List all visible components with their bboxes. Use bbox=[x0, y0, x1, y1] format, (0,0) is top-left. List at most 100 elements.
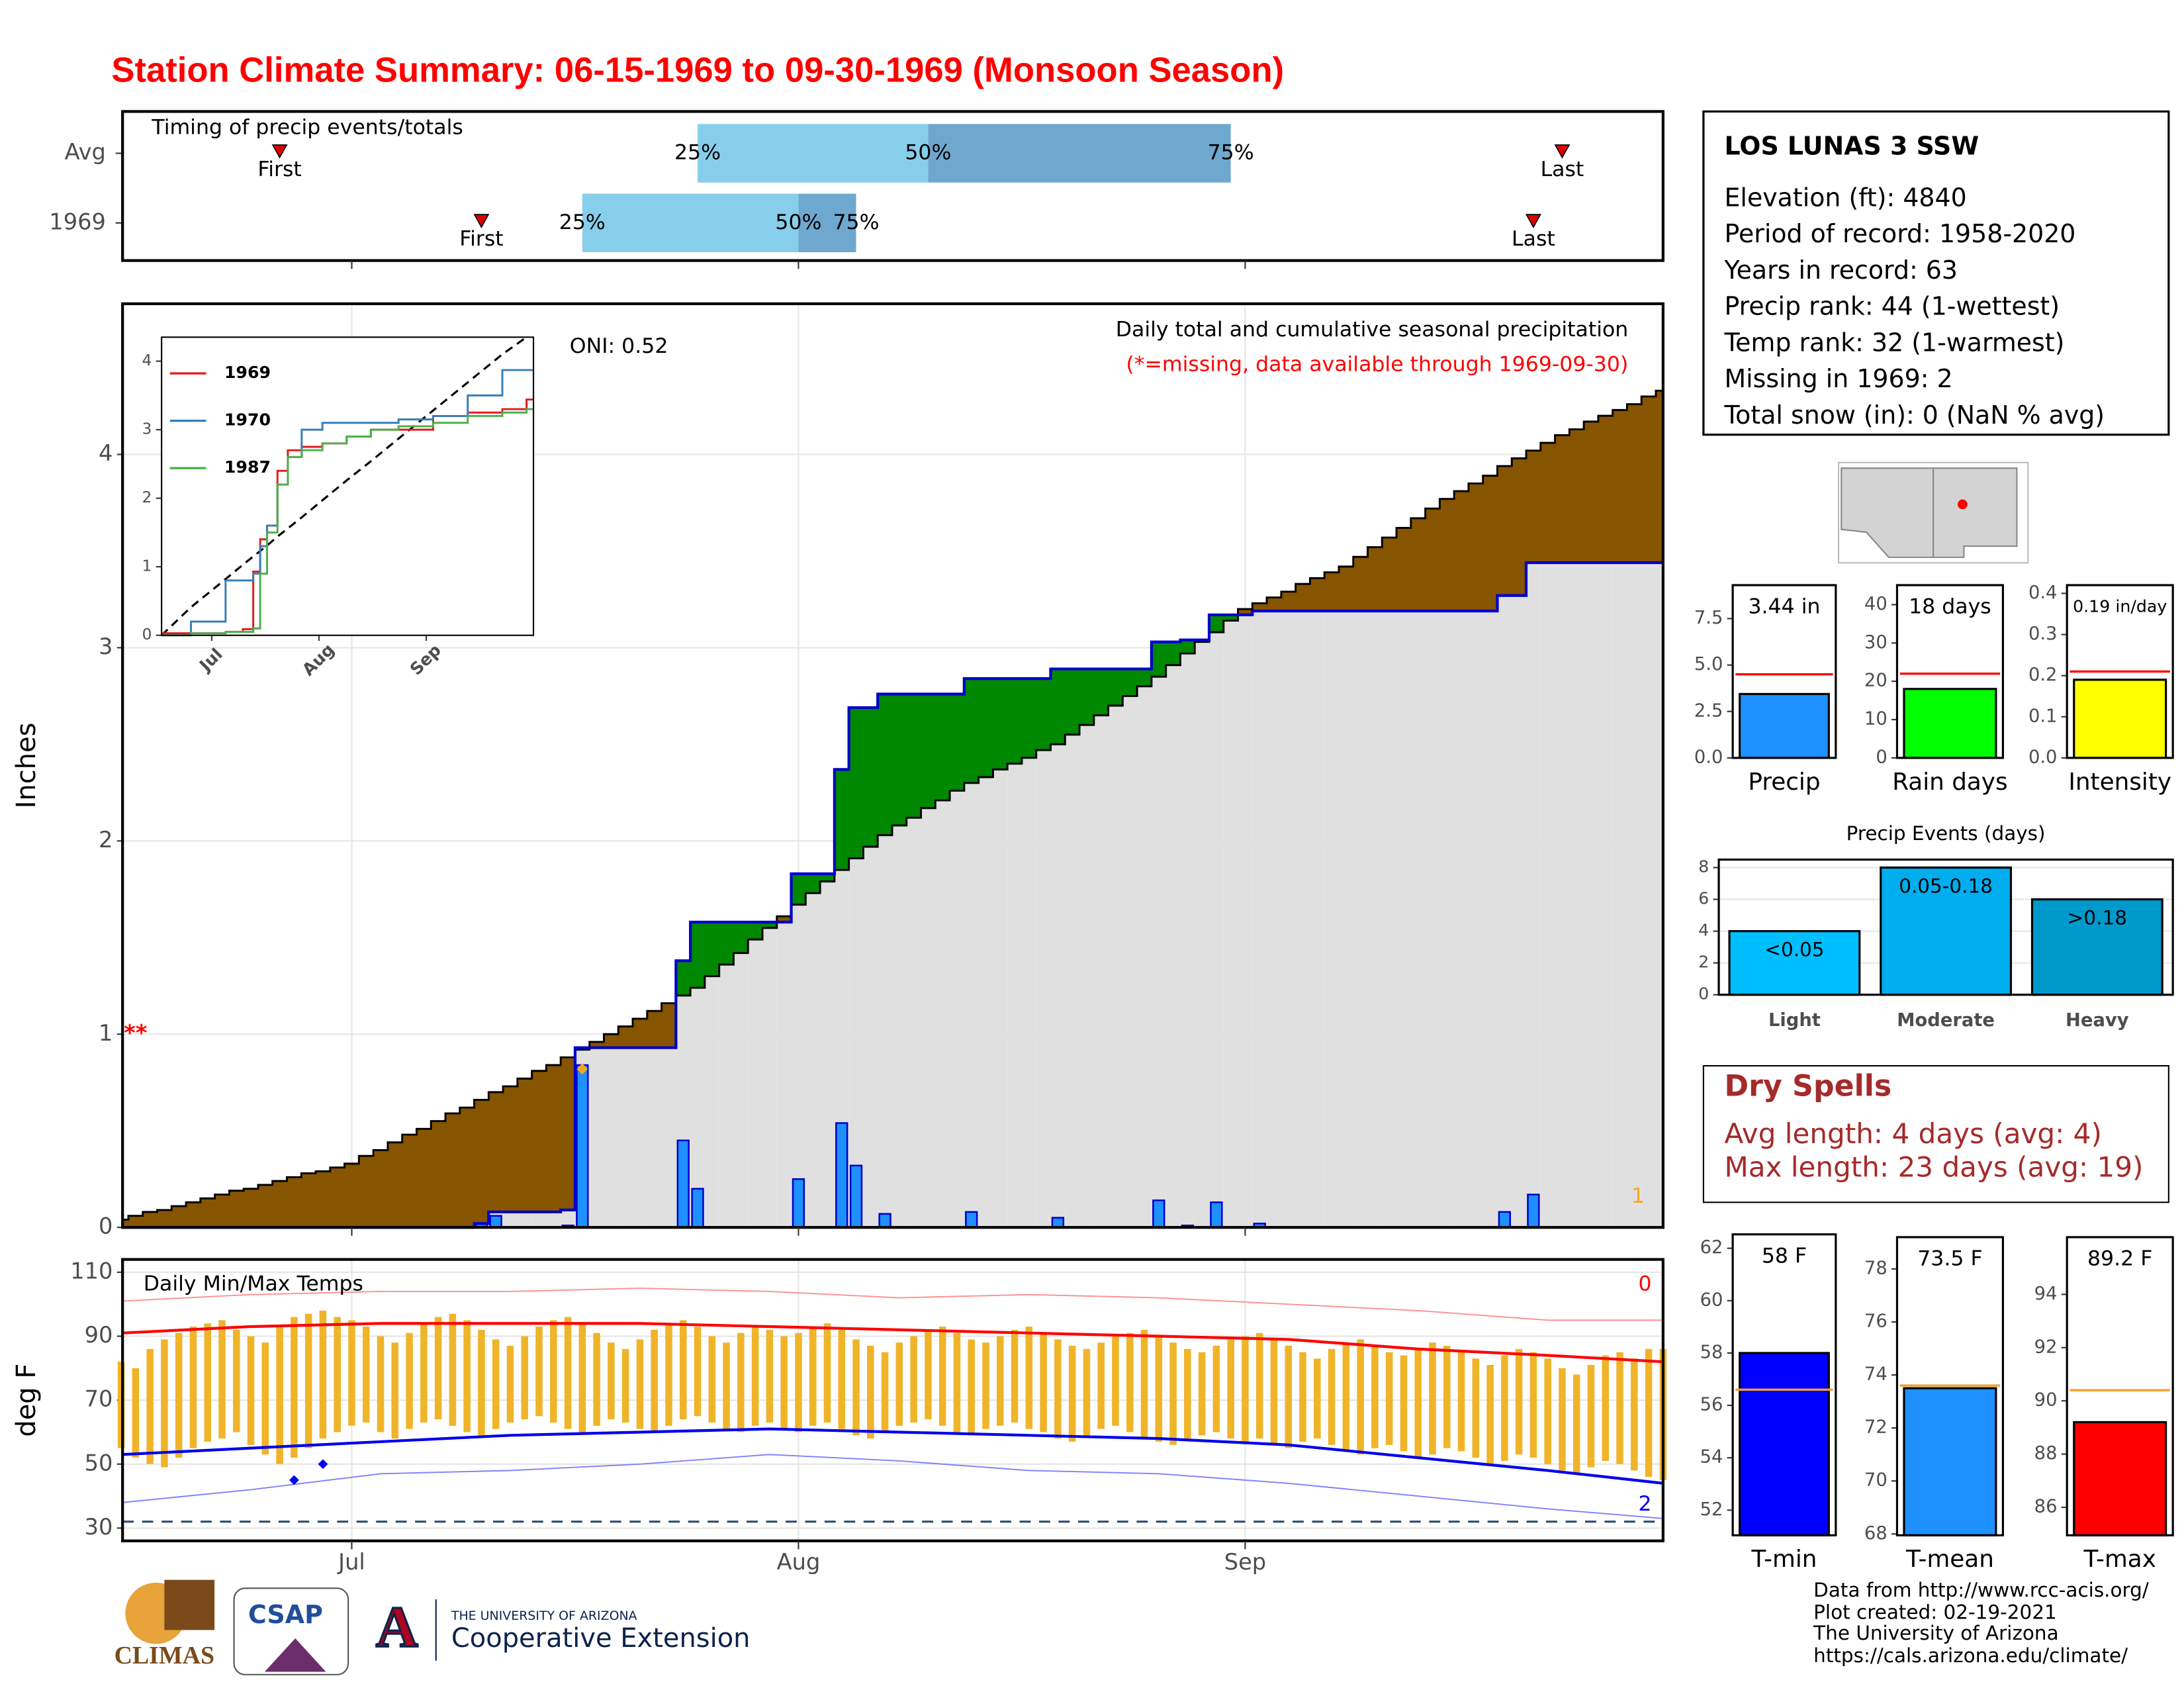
quartile-bar bbox=[798, 193, 856, 252]
event-label: Last bbox=[1541, 158, 1584, 181]
deficit-area bbox=[186, 1202, 201, 1228]
base-area bbox=[1353, 610, 1368, 1228]
deficit-area bbox=[128, 1215, 144, 1228]
bin-label: >0.18 bbox=[2068, 907, 2127, 929]
base-area bbox=[1439, 610, 1455, 1228]
x-tick-label: T-mean bbox=[1905, 1546, 1994, 1573]
deficit-area bbox=[776, 916, 792, 922]
bar bbox=[1739, 692, 1830, 759]
surplus-area bbox=[834, 769, 850, 870]
plot-frame bbox=[1731, 584, 1837, 759]
temp-range-bar bbox=[680, 1320, 687, 1420]
plot-frame bbox=[1731, 1233, 1837, 1536]
temp-range-bar bbox=[1328, 1348, 1336, 1445]
station-line: Period of record: 1958-2020 bbox=[1724, 219, 2075, 248]
y-tick-label: 62 bbox=[1700, 1237, 1723, 1258]
station-line: Total snow (in): 0 (NaN % avg) bbox=[1723, 400, 2105, 430]
y-tick-label: 2.5 bbox=[1694, 700, 1723, 721]
base-area bbox=[704, 976, 719, 1228]
record-low-marker bbox=[318, 1459, 328, 1470]
temp-range-bar bbox=[218, 1320, 226, 1439]
y-tick-label: 50 bbox=[85, 1450, 113, 1476]
deficit-area bbox=[604, 1034, 619, 1048]
base-area bbox=[1252, 610, 1267, 1228]
record-low-line bbox=[122, 1454, 1663, 1519]
temp-range-bar bbox=[795, 1333, 802, 1432]
base-area bbox=[633, 1047, 647, 1228]
deficit-area bbox=[1526, 450, 1541, 563]
bin-label: 0.05-0.18 bbox=[1899, 875, 1993, 898]
deficit-area bbox=[257, 1184, 273, 1228]
temp-range-bar bbox=[910, 1336, 917, 1423]
temp-range-bar bbox=[1587, 1365, 1595, 1468]
deficit-area bbox=[531, 1070, 547, 1212]
temp-range-bar bbox=[1126, 1333, 1134, 1432]
base-area bbox=[1108, 706, 1123, 1228]
y-tick-label: 78 bbox=[1864, 1258, 1888, 1278]
temp-range-bar bbox=[838, 1329, 846, 1429]
base-area bbox=[561, 1209, 575, 1228]
record-low-count: 2 bbox=[1638, 1492, 1651, 1516]
base-area bbox=[1238, 614, 1253, 1228]
base-area bbox=[1036, 750, 1051, 1228]
temp-range-bar bbox=[204, 1323, 212, 1442]
y-tick-label: 70 bbox=[85, 1386, 113, 1412]
value-label: 18 days bbox=[1909, 595, 1991, 619]
temp-range-bar bbox=[189, 1327, 197, 1448]
temp-range-bar bbox=[1371, 1346, 1379, 1448]
daily-bar bbox=[1527, 1194, 1540, 1229]
row-label: Avg bbox=[65, 139, 106, 165]
base-area bbox=[1512, 595, 1527, 1228]
surplus-area bbox=[993, 679, 1008, 770]
surplus-area bbox=[1165, 641, 1181, 665]
dry-spells-title: Dry Spells bbox=[1724, 1070, 1891, 1103]
base-area bbox=[978, 777, 993, 1228]
temp-range-bar bbox=[1602, 1355, 1610, 1461]
station-line: Years in record: 63 bbox=[1723, 256, 1958, 285]
base-area bbox=[748, 939, 763, 1228]
temp-range-bar bbox=[938, 1327, 946, 1426]
avg-min-line bbox=[122, 1427, 1664, 1485]
y-tick-label: 10 bbox=[1864, 709, 1888, 729]
temp-range-bar bbox=[1515, 1348, 1523, 1455]
base-area bbox=[791, 904, 806, 1228]
temp-range-bar bbox=[1616, 1352, 1623, 1464]
deficit-area bbox=[1627, 404, 1642, 563]
deficit-area bbox=[1569, 429, 1584, 563]
deficit-area bbox=[1468, 483, 1484, 611]
deficit-area bbox=[344, 1163, 359, 1228]
daily-bar bbox=[835, 1122, 848, 1229]
temp-range-bar bbox=[1314, 1358, 1321, 1439]
temp-range-bar bbox=[1443, 1346, 1451, 1448]
daily-bar bbox=[878, 1213, 891, 1229]
deficit-area bbox=[1454, 491, 1469, 611]
temp-range-bar bbox=[651, 1329, 658, 1432]
base-area bbox=[1425, 610, 1440, 1228]
station-box bbox=[1702, 110, 2170, 436]
legend-label: 1970 bbox=[224, 410, 271, 430]
deficit-area bbox=[287, 1177, 302, 1228]
temp-range-bar bbox=[1385, 1352, 1393, 1445]
deficit-area bbox=[1584, 421, 1599, 563]
base-area bbox=[1151, 677, 1166, 1228]
deficit-area bbox=[1238, 609, 1253, 615]
base-area bbox=[993, 769, 1008, 1228]
plot-frame bbox=[121, 1258, 1664, 1542]
temp-range-bar bbox=[1342, 1342, 1350, 1452]
deficit-area bbox=[1367, 547, 1383, 611]
row-label: 1969 bbox=[49, 209, 106, 234]
temp-range-bar bbox=[751, 1327, 759, 1426]
plot-frame bbox=[2066, 1236, 2174, 1536]
temp-range-bar bbox=[708, 1336, 716, 1423]
y-tick-label: 76 bbox=[1864, 1311, 1888, 1332]
y-tick-label: 40 bbox=[1864, 594, 1888, 614]
temp-range-bar bbox=[636, 1339, 644, 1429]
base-area bbox=[1482, 610, 1498, 1228]
bin-label: <0.05 bbox=[1764, 939, 1824, 961]
deficit-area bbox=[373, 1150, 388, 1228]
daily-bar bbox=[576, 1064, 589, 1229]
base-area bbox=[848, 858, 864, 1228]
deficit-area bbox=[647, 1011, 662, 1048]
y-tick-label: 2 bbox=[142, 489, 152, 506]
deficit-area bbox=[157, 1209, 172, 1228]
